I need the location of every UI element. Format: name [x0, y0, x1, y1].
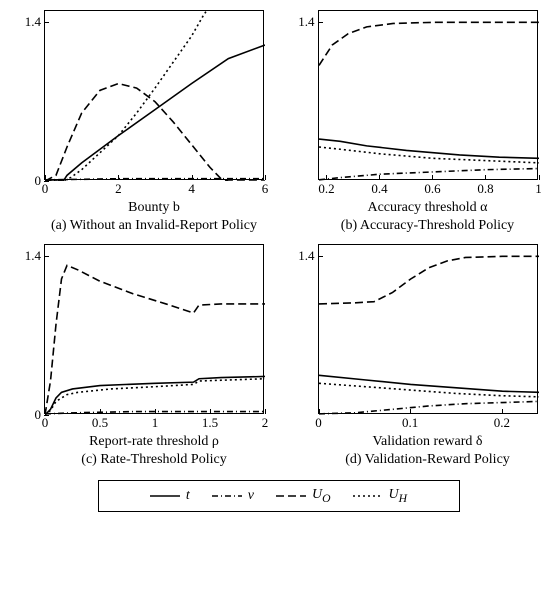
series-svg	[319, 245, 539, 415]
series-UO	[319, 22, 539, 65]
series-UH	[45, 379, 265, 415]
panel-caption: (d) Validation-Reward Policy	[318, 452, 538, 468]
legend-sample-v	[212, 489, 242, 503]
panel-d: 1.400.10.2Validation reward δ(d) Validat…	[284, 244, 548, 468]
legend-item-t: t	[150, 487, 190, 505]
legend-sample-t	[150, 489, 180, 503]
xtick: 0.1	[402, 415, 418, 431]
legend-label: UH	[389, 487, 408, 505]
xtick: 0.8	[477, 181, 493, 197]
xlabel: Bounty b	[44, 200, 264, 216]
xtick: 4	[188, 181, 195, 197]
legend-label: v	[248, 488, 254, 504]
xtick: 2	[262, 415, 269, 431]
xtick: 0.2	[318, 181, 334, 197]
legend-sample-UH	[353, 489, 383, 503]
panel-caption: (a) Without an Invalid-Report Policy	[44, 218, 264, 234]
series-v	[45, 412, 265, 414]
panel-b: 1.40.20.40.60.81Accuracy threshold α(b) …	[284, 10, 548, 234]
series-UO	[319, 256, 539, 304]
series-v	[319, 401, 539, 413]
series-UH	[45, 5, 210, 181]
xtick: 0	[42, 181, 49, 197]
ytick: 1.4	[15, 248, 41, 264]
xlabel: Report-rate threshold ρ	[44, 434, 264, 450]
xtick: 0	[315, 415, 322, 431]
chart-grid: 01.40246Bounty b(a) Without an Invalid-R…	[10, 10, 547, 468]
xtick: 2	[115, 181, 122, 197]
series-t	[45, 376, 265, 415]
xtick: 1	[152, 415, 159, 431]
xtick: 1.5	[202, 415, 218, 431]
series-v	[319, 169, 539, 180]
plot-area: 1.400.10.2	[318, 244, 538, 414]
legend: t v UO UH	[98, 480, 460, 512]
xtick: 6	[262, 181, 269, 197]
series-t	[319, 375, 539, 392]
series-t	[319, 139, 539, 158]
ytick: 1.4	[289, 248, 315, 264]
plot-area: 01.40246	[44, 10, 264, 180]
series-svg	[45, 11, 265, 181]
legend-label: t	[186, 488, 190, 504]
series-svg	[319, 11, 539, 181]
xtick: 0.4	[371, 181, 387, 197]
xlabel: Accuracy threshold α	[318, 200, 538, 216]
xtick: 0.6	[424, 181, 440, 197]
ytick: 0	[15, 407, 41, 423]
panel-c: 01.400.511.52Report-rate threshold ρ(c) …	[10, 244, 274, 468]
panel-a: 01.40246Bounty b(a) Without an Invalid-R…	[10, 10, 274, 234]
series-t	[45, 45, 265, 181]
plot-area: 1.40.20.40.60.81	[318, 10, 538, 180]
legend-item-UH: UH	[353, 487, 408, 505]
xtick: 0	[42, 415, 49, 431]
legend-item-UO: UO	[276, 487, 331, 505]
xtick: 1	[535, 181, 542, 197]
panel-caption: (c) Rate-Threshold Policy	[44, 452, 264, 468]
legend-item-v: v	[212, 487, 254, 505]
xtick: 0.2	[494, 415, 510, 431]
xlabel: Validation reward δ	[318, 434, 538, 450]
ytick: 1.4	[289, 14, 315, 30]
panel-caption: (b) Accuracy-Threshold Policy	[318, 218, 538, 234]
series-v	[45, 179, 265, 180]
legend-label: UO	[312, 487, 331, 505]
xtick: 0.5	[92, 415, 108, 431]
legend-sample-UO	[276, 489, 306, 503]
plot-area: 01.400.511.52	[44, 244, 264, 414]
series-UH	[319, 147, 539, 163]
ytick: 1.4	[15, 14, 41, 30]
ytick: 0	[15, 173, 41, 189]
series-svg	[45, 245, 265, 415]
